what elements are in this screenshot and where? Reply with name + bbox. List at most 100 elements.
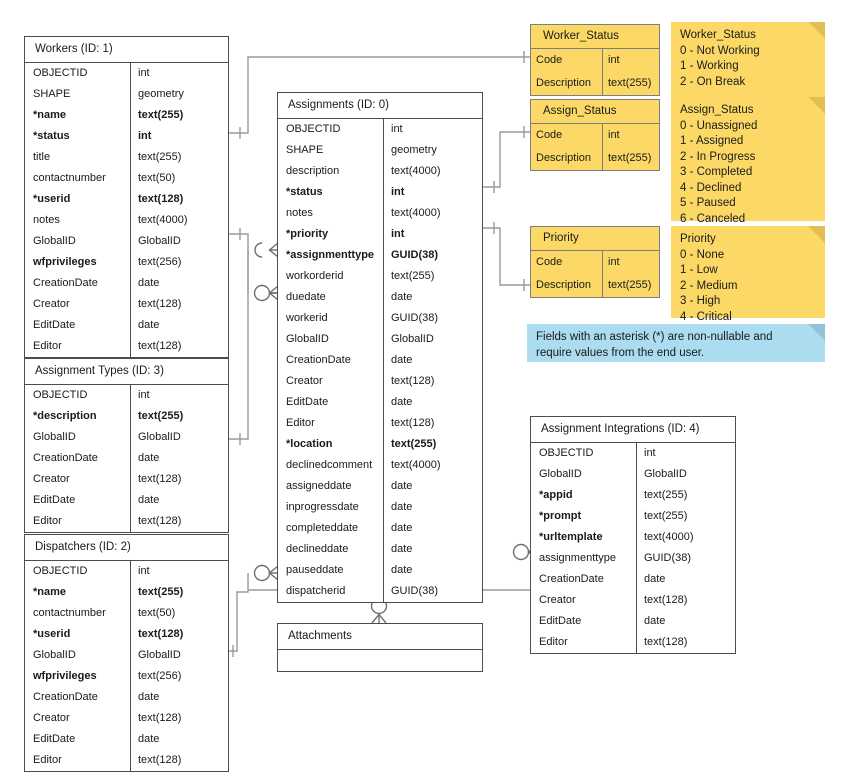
note-line: 1 - Working xyxy=(680,60,739,72)
note-fold-icon xyxy=(808,324,825,341)
field-name: CreationDate xyxy=(278,350,384,371)
field-name: *assignmenttype xyxy=(278,245,384,266)
field-name: CreationDate xyxy=(25,687,131,708)
entity-assignment-types[interactable]: Assignment Types (ID: 3) OBJECTID int *des… xyxy=(24,358,229,533)
field-row: OBJECTID int xyxy=(25,385,228,406)
field-type: date xyxy=(138,691,160,703)
note-line: 3 - Completed xyxy=(680,166,753,178)
field-name: OBJECTID xyxy=(25,63,131,84)
note-line: 1 - Assigned xyxy=(680,135,744,147)
note-line: 4 - Critical xyxy=(680,310,732,323)
field-type: text(4000) xyxy=(138,214,188,226)
field-list: OBJECTID int GlobalID GlobalID *appid text(25… xyxy=(531,443,735,653)
field-type: date xyxy=(391,543,413,555)
field-row: EditDate date xyxy=(25,729,228,750)
entity-dispatchers[interactable]: Dispatchers (ID: 2) OBJECTID int *name text… xyxy=(24,534,229,772)
field-row: Code int xyxy=(531,124,659,147)
field-type: text(255) xyxy=(138,151,182,163)
domain-table-priority[interactable]: Priority Code int Description text(255) xyxy=(530,226,660,298)
field-type: text(255) xyxy=(608,279,652,291)
field-type: int xyxy=(138,565,150,577)
field-row: Editor text(128) xyxy=(25,511,228,532)
note-title: Priority xyxy=(680,233,716,245)
field-row: contactnumber text(50) xyxy=(25,603,228,624)
field-row: notes text(4000) xyxy=(278,203,482,224)
field-row: Description text(255) xyxy=(531,72,659,95)
field-type: text(255) xyxy=(391,438,437,450)
field-row: *appid text(255) xyxy=(531,485,735,506)
field-type: text(128) xyxy=(644,594,688,606)
field-type: GUID(38) xyxy=(391,585,439,597)
note-line: 1 - Low xyxy=(680,264,718,276)
field-name: *name xyxy=(25,582,131,603)
note-lines: 0 - Not Working 1 - Working 2 - On Break xyxy=(680,44,803,91)
field-row: *description text(255) xyxy=(25,406,228,427)
field-type: date xyxy=(138,452,160,464)
field-name: assigneddate xyxy=(278,476,384,497)
field-row: assignmenttype GUID(38) xyxy=(531,548,735,569)
field-name: GlobalID xyxy=(25,645,131,666)
field-type: text(4000) xyxy=(644,531,694,543)
field-name: SHAPE xyxy=(278,140,384,161)
field-row: EditDate date xyxy=(278,392,482,413)
field-name: CreationDate xyxy=(25,448,131,469)
field-name: Editor xyxy=(25,511,131,532)
field-row: wfprivileges text(256) xyxy=(25,252,228,273)
domain-field-list: Code int Description text(255) xyxy=(531,49,659,95)
field-name: *userid xyxy=(25,189,131,210)
field-type: date xyxy=(644,615,666,627)
field-type: int xyxy=(608,256,620,268)
field-row: Description text(255) xyxy=(531,147,659,170)
field-name: pauseddate xyxy=(278,560,384,581)
field-name: *status xyxy=(25,126,131,147)
field-name: description xyxy=(278,161,384,182)
note-fold-icon xyxy=(808,97,825,114)
field-name: CreationDate xyxy=(531,569,637,590)
note-line: 2 - Medium xyxy=(680,279,738,292)
field-name: duedate xyxy=(278,287,384,308)
field-type: date xyxy=(391,354,413,366)
field-row: OBJECTID int xyxy=(25,561,228,582)
field-name: *description xyxy=(25,406,131,427)
entity-attachments[interactable]: Attachments xyxy=(277,623,483,672)
field-row: duedate date xyxy=(278,287,482,308)
note-line: 0 - None xyxy=(680,248,725,261)
field-name: *prompt xyxy=(531,506,637,527)
field-type: text(256) xyxy=(138,670,182,682)
field-name: contactnumber xyxy=(25,168,131,189)
field-name xyxy=(278,650,384,671)
entity-workers[interactable]: Workers (ID: 1) OBJECTID int SHAPE geometry… xyxy=(24,36,229,358)
note-lines: 0 - Unassigned 1 - Assigned 2 - In Progres… xyxy=(680,119,803,228)
field-type: text(255) xyxy=(608,77,652,89)
legend-text: Fields with an asterisk (*) are non-null… xyxy=(536,331,773,359)
field-row: Editor text(128) xyxy=(531,632,735,653)
domain-table-assign-status[interactable]: Assign_Status Code int Description text(255… xyxy=(530,99,660,171)
field-name: inprogressdate xyxy=(278,497,384,518)
field-row: *status int xyxy=(25,126,228,147)
field-row: workerid GUID(38) xyxy=(278,308,482,329)
field-name: Code xyxy=(531,251,603,274)
field-row: *status int xyxy=(278,182,482,203)
field-name: Editor xyxy=(278,413,384,434)
domain-field-list: Code int Description text(255) xyxy=(531,124,659,170)
entity-assignment-integrations[interactable]: Assignment Integrations (ID: 4) OBJECTID… xyxy=(530,416,736,654)
field-name: Description xyxy=(531,147,603,170)
entity-title: Assignments (ID: 0) xyxy=(278,93,482,119)
entity-assignments[interactable]: Assignments (ID: 0) OBJECTID int SHAPE geom… xyxy=(277,92,483,603)
field-type: text(255) xyxy=(138,109,184,121)
field-row: *prompt text(255) xyxy=(531,506,735,527)
field-type: text(255) xyxy=(138,410,184,422)
field-list: OBJECTID int SHAPE geometry description text(… xyxy=(278,119,482,602)
field-type: date xyxy=(391,564,413,576)
note-title: Worker_Status xyxy=(680,29,756,41)
note-fold-icon xyxy=(808,22,825,39)
field-row: Creator text(128) xyxy=(278,371,482,392)
field-list: OBJECTID int *name text(255) contactnumber te… xyxy=(25,561,228,771)
field-type: date xyxy=(138,733,160,745)
field-row: description text(4000) xyxy=(278,161,482,182)
domain-table-worker-status[interactable]: Worker_Status Code int Description text(255… xyxy=(530,24,660,96)
field-name: *status xyxy=(278,182,384,203)
field-name: Code xyxy=(531,124,603,147)
link-workers-globalid-rail xyxy=(229,233,249,293)
